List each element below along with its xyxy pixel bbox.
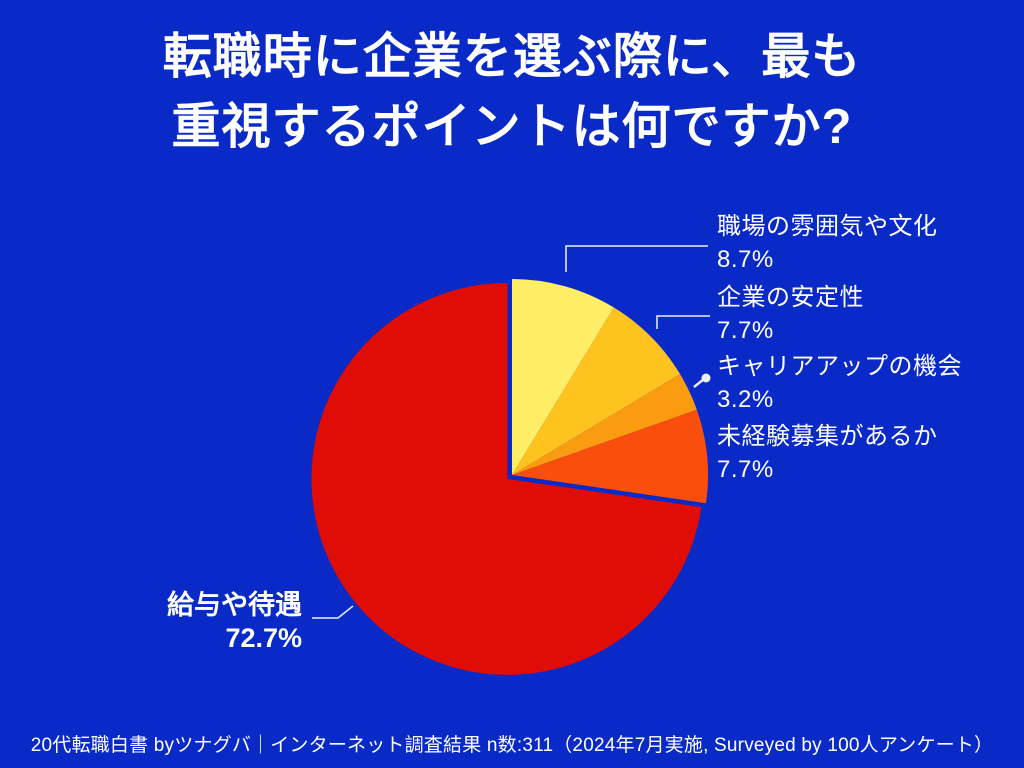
chart-title-line1: 転職時に企業を選ぶ際に、最も <box>162 30 862 84</box>
callout-workplace: 職場の雰囲気や文化 8.7% <box>717 210 938 276</box>
slice-percentage-inexperienced: 7.7% <box>717 456 774 483</box>
callout-career: キャリアアップの機会 3.2% <box>717 350 962 416</box>
callout-salary: 給与や待遇 72.7% <box>112 589 302 655</box>
leader-line-salary <box>312 605 354 619</box>
chart-title-line2: 重視するポイントは何ですか? <box>171 100 853 154</box>
slice-label-career: キャリアアップの機会 <box>717 353 962 380</box>
pie-slice-3 <box>512 409 708 504</box>
pie-slices <box>311 279 708 675</box>
slice-label-workplace: 職場の雰囲気や文化 <box>717 213 938 240</box>
slice-label-inexperienced: 未経験募集があるか <box>717 423 938 450</box>
source-note: 20代転職白書 byツナグバ｜インターネット調査結果 n数:311（2024年7… <box>30 735 994 756</box>
leader-lines <box>312 245 711 619</box>
slice-percentage-workplace: 8.7% <box>717 246 774 273</box>
callout-stability: 企業の安定性 7.7% <box>717 281 864 347</box>
pie-slice-4 <box>311 282 702 675</box>
chart-title: 転職時に企業を選ぶ際に、最も 重視するポイントは何ですか? <box>0 22 1024 162</box>
pie-slice-0 <box>512 279 614 475</box>
leader-line-workplace <box>565 245 708 272</box>
slice-label-stability: 企業の安定性 <box>717 284 864 311</box>
pie-slice-1 <box>512 307 681 475</box>
slice-percentage-stability: 7.7% <box>717 317 774 344</box>
callout-inexperienced: 未経験募集があるか 7.7% <box>717 420 938 486</box>
leader-line-stability <box>656 315 710 329</box>
slice-percentage-salary: 72.7% <box>225 623 302 653</box>
slice-label-salary: 給与や待遇 <box>167 590 302 620</box>
pie-slice-2 <box>512 374 697 475</box>
slice-percentage-career: 3.2% <box>717 386 774 413</box>
leader-dot-career <box>701 373 711 383</box>
